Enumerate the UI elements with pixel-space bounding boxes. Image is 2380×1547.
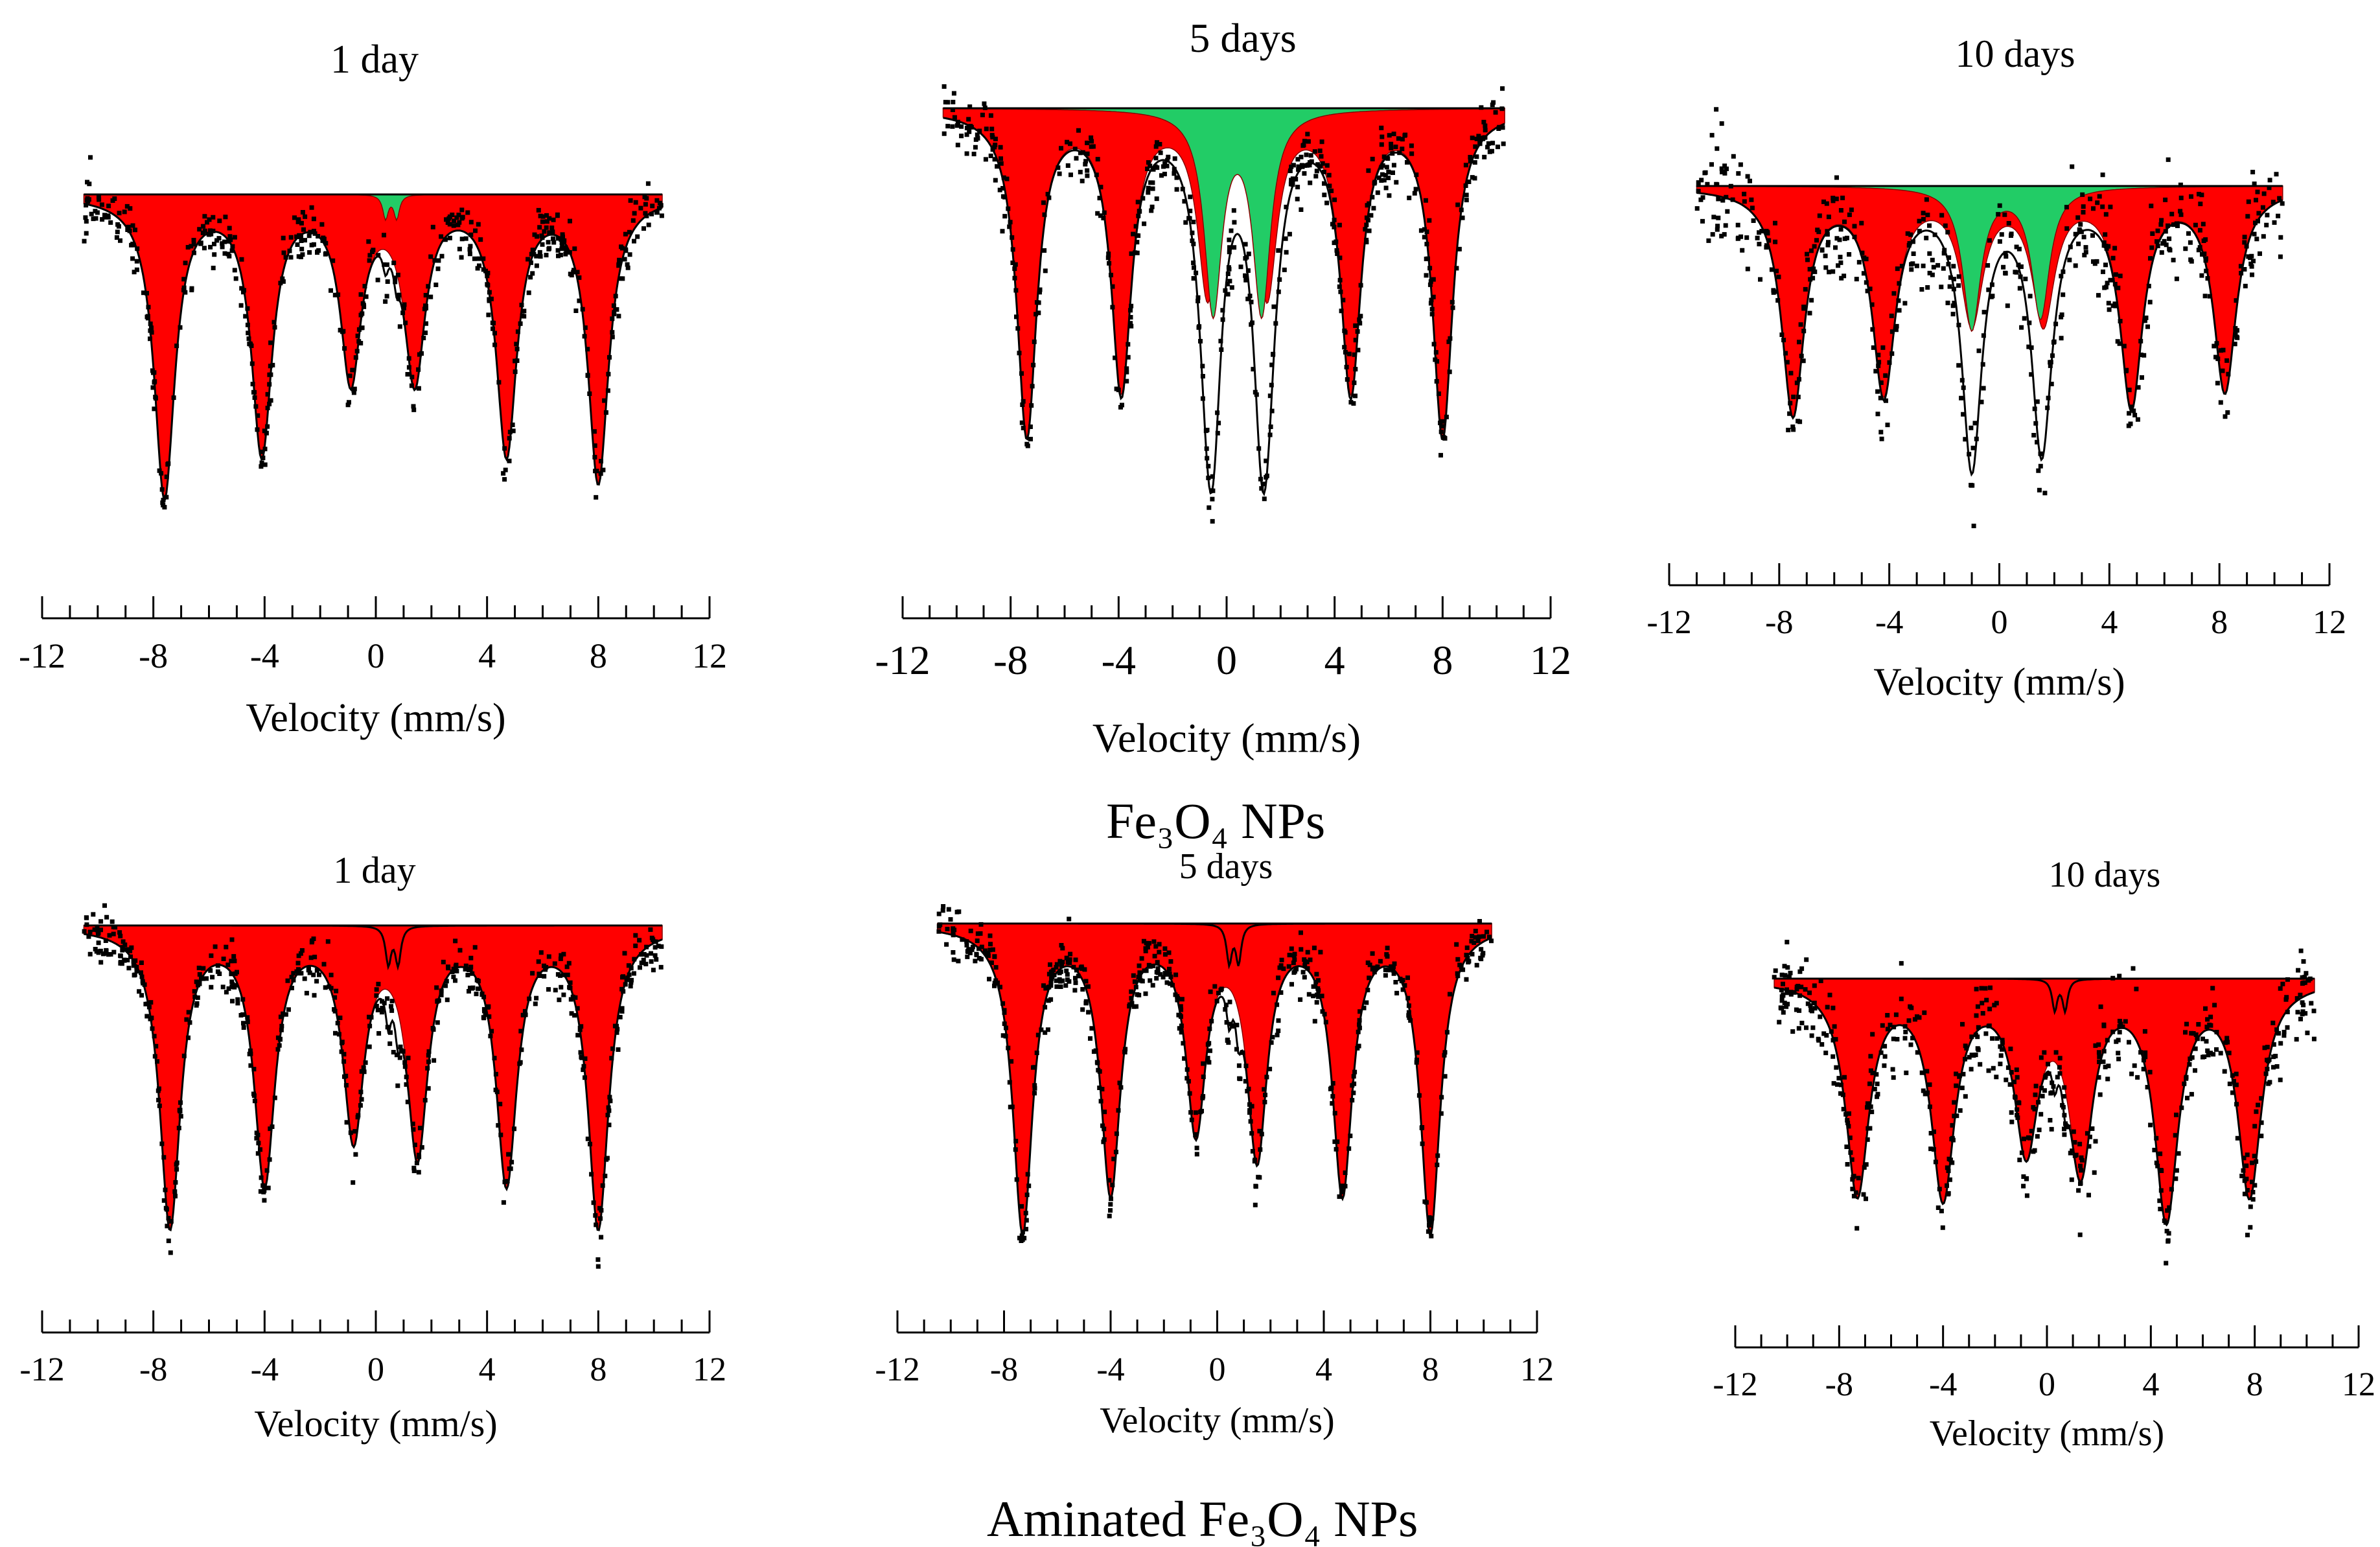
x-tick-label: -8 [139,636,168,675]
component-doublet [942,108,1505,320]
x-tick-label: -8 [1825,1366,1853,1403]
spectrum-panel-5: 5 days -12 -8 -4 0 4 8 12 Velocity (mm/s) [875,846,1554,1441]
caption-aminated-fe3o4-nps: Aminated Fe₃O₄ NPs [987,1491,1418,1547]
x-tick-label: -4 [1929,1366,1957,1403]
x-tick-label: -12 [875,637,930,683]
spectrum-panel-6: 10 days -12 -8 -4 0 4 8 12 Velocity (mm/s) [1713,855,2375,1454]
x-axis: -12 -8 -4 0 4 8 12 Velocity (mm/s) [1646,563,2346,703]
x-tick-label: 0 [367,636,385,675]
x-tick-label: 8 [2211,604,2228,641]
x-tick-label: -8 [993,637,1028,683]
x-tick-label: 4 [479,1351,496,1388]
x-tick-label: 4 [2101,604,2118,641]
component-sextet [1773,978,2315,1226]
x-tick-label: -12 [1713,1366,1757,1403]
component-sextet [83,925,663,1231]
x-tick-label: 8 [590,1351,607,1388]
x-tick-label: -12 [875,1351,919,1388]
x-tick-label: 8 [1422,1351,1439,1388]
x-tick-label: 12 [1520,1351,1554,1388]
x-tick-label: 12 [692,636,727,675]
panel-title: 5 days [1189,15,1296,61]
x-tick-label: 12 [2313,604,2346,641]
x-axis-label: Velocity (mm/s) [254,1402,497,1445]
x-tick-label: -4 [250,636,279,675]
x-tick-label: 8 [1432,637,1453,683]
x-tick-label: -4 [251,1351,279,1388]
x-tick-label: 0 [2039,1366,2055,1403]
spectrum-panel-2: 5 days -12 -8 -4 0 4 8 12 Velocity (mm/s) [875,15,1571,761]
x-tick-label: -8 [139,1351,167,1388]
x-tick-label: 8 [2247,1366,2263,1403]
x-tick-label: 4 [2142,1366,2159,1403]
x-tick-label: -4 [1102,637,1136,683]
x-tick-label: 4 [478,636,496,675]
data-points [1694,107,2285,529]
spectrum-panel-3: 10 days -12 -8 -4 0 4 8 12 Velocity (mm/s) [1646,32,2346,703]
component-sextet [936,923,1492,1236]
spectrum-panel-4: 1 day -12 -8 -4 0 4 8 12 Velocity (mm/s) [19,849,726,1445]
x-axis-label: Velocity (mm/s) [1930,1413,2164,1454]
data-points [936,904,1494,1243]
x-tick-label: 0 [1216,637,1237,683]
caption-fe3o4-nps: Fe₃O₄ NPs [1106,793,1326,849]
x-tick-label: 12 [2342,1366,2375,1403]
x-axis-label: Velocity (mm/s) [246,696,505,740]
x-axis: -12 -8 -4 0 4 8 12 Velocity (mm/s) [875,596,1571,761]
x-tick-label: -12 [19,636,65,675]
x-axis: -12 -8 -4 0 4 8 12 Velocity (mm/s) [19,596,727,740]
x-tick-label: 4 [1324,637,1345,683]
x-tick-label: -4 [1096,1351,1124,1388]
panel-title: 5 days [1179,846,1273,887]
x-tick-label: 8 [590,636,607,675]
panel-title: 10 days [1956,32,2075,75]
x-tick-label: -8 [990,1351,1018,1388]
x-axis: -12 -8 -4 0 4 8 12 Velocity (mm/s) [875,1310,1554,1441]
x-tick-label: -8 [1765,604,1793,641]
panel-title: 10 days [2049,855,2161,895]
x-axis-label: Velocity (mm/s) [1873,660,2125,703]
data-points [1772,940,2316,1266]
x-axis-label: Velocity (mm/s) [1100,1401,1334,1441]
x-axis-label: Velocity (mm/s) [1092,715,1361,761]
fit-envelope [1696,192,2283,477]
x-tick-label: -12 [19,1351,64,1388]
x-tick-label: 12 [1530,637,1571,683]
x-tick-label: 0 [1209,1351,1226,1388]
x-tick-label: 4 [1315,1351,1332,1388]
x-tick-label: -4 [1875,604,1903,641]
panel-title: 1 day [330,38,419,82]
x-tick-label: 0 [367,1351,384,1388]
spectrum-panel-1: 1 day -12 -8 -4 0 4 8 12 Velocity (mm/s) [19,38,727,740]
x-axis: -12 -8 -4 0 4 8 12 Velocity (mm/s) [19,1310,726,1445]
x-tick-label: 0 [1991,604,2008,641]
panel-title: 1 day [333,849,415,891]
x-tick-label: -12 [1646,604,1691,641]
x-tick-label: 12 [693,1351,726,1388]
x-axis: -12 -8 -4 0 4 8 12 Velocity (mm/s) [1713,1325,2375,1454]
